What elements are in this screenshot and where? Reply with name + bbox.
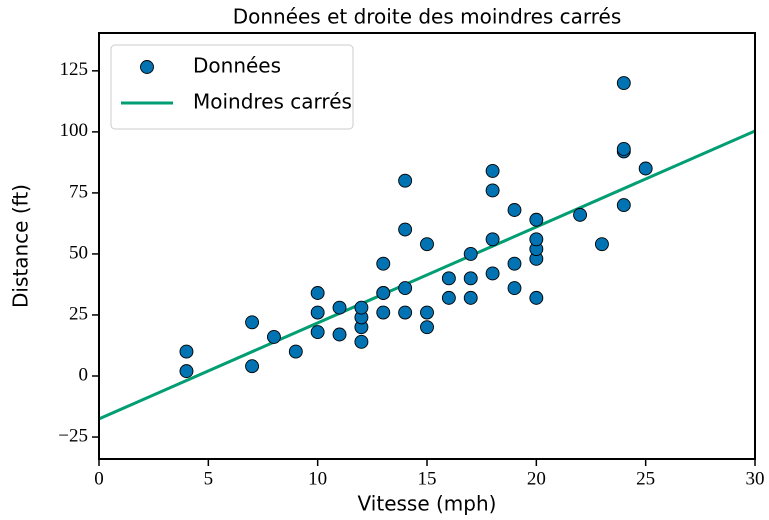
legend-label: Moindres carrés xyxy=(193,90,352,114)
scatter-point xyxy=(354,300,369,315)
y-tick-label: 0 xyxy=(79,364,89,385)
scatter-point xyxy=(616,198,631,213)
y-tick-label: 125 xyxy=(60,59,89,80)
scatter-point xyxy=(179,364,194,379)
x-tick-label: 5 xyxy=(204,468,214,489)
scatter-point xyxy=(420,305,434,320)
scatter-point xyxy=(463,246,478,261)
scatter-point xyxy=(245,315,260,330)
scatter-point xyxy=(245,359,260,374)
legend-label: Données xyxy=(193,54,281,78)
plot-area xyxy=(99,76,755,421)
y-tick-label: 75 xyxy=(69,181,88,202)
scatter-point xyxy=(420,237,434,252)
scatter-point xyxy=(354,334,369,349)
scatter-point xyxy=(398,281,413,296)
x-tick-label: 25 xyxy=(636,468,655,489)
scatter-point xyxy=(485,266,500,281)
scatter-point xyxy=(376,305,391,320)
x-axis-label: Vitesse (mph) xyxy=(358,492,497,516)
plot-frame xyxy=(98,32,756,460)
scatter-point xyxy=(310,325,325,340)
scatter-point xyxy=(332,300,347,315)
legend: Données Moindres carrés xyxy=(110,44,354,130)
chart-title: Données et droite des moindres carrés xyxy=(233,5,622,29)
x-tick-label: 20 xyxy=(527,468,546,489)
scatter-point xyxy=(376,256,391,271)
scatter-point xyxy=(398,222,413,237)
scatter-point xyxy=(266,329,281,344)
y-tick-label: −25 xyxy=(58,425,88,446)
x-tick-label: 10 xyxy=(308,468,327,489)
scatter-point xyxy=(441,271,456,286)
scatter-point xyxy=(398,173,413,188)
scatter-point xyxy=(507,281,522,296)
y-axis-label: Distance (ft) xyxy=(9,184,33,308)
scatter-point xyxy=(485,163,500,178)
scatter-point xyxy=(529,212,544,227)
scatter-point xyxy=(310,286,325,300)
scatter-point xyxy=(463,290,478,305)
scatter-point xyxy=(441,290,456,305)
scatter-point xyxy=(594,237,609,252)
y-tick-label: 25 xyxy=(69,303,88,324)
scatter-point xyxy=(463,271,478,286)
scatter-point xyxy=(507,256,522,271)
scatter-point xyxy=(616,76,631,90)
scatter-point xyxy=(179,344,194,359)
scatter-point xyxy=(420,320,434,335)
scatter-point xyxy=(529,232,544,247)
scatter-point xyxy=(573,207,588,222)
x-tick-label: 30 xyxy=(746,468,765,489)
scatter-point xyxy=(485,232,500,247)
legend-box xyxy=(110,44,354,130)
legend-marker xyxy=(140,60,154,74)
x-tick-label: 0 xyxy=(94,468,104,489)
scatter-point xyxy=(485,183,500,198)
fit-line xyxy=(99,129,755,421)
scatter-point xyxy=(638,161,653,176)
scatter-point xyxy=(288,344,303,359)
y-tick-label: 100 xyxy=(60,120,89,141)
y-tick-label: 50 xyxy=(69,242,88,263)
scatter-point xyxy=(376,286,391,300)
scatter-point xyxy=(529,290,544,305)
scatter-point xyxy=(332,327,347,342)
scatter-point xyxy=(398,305,413,320)
x-tick-label: 15 xyxy=(418,468,437,489)
scatter-point xyxy=(507,203,522,217)
scatter-point xyxy=(616,142,631,156)
scatter-point xyxy=(310,305,325,320)
